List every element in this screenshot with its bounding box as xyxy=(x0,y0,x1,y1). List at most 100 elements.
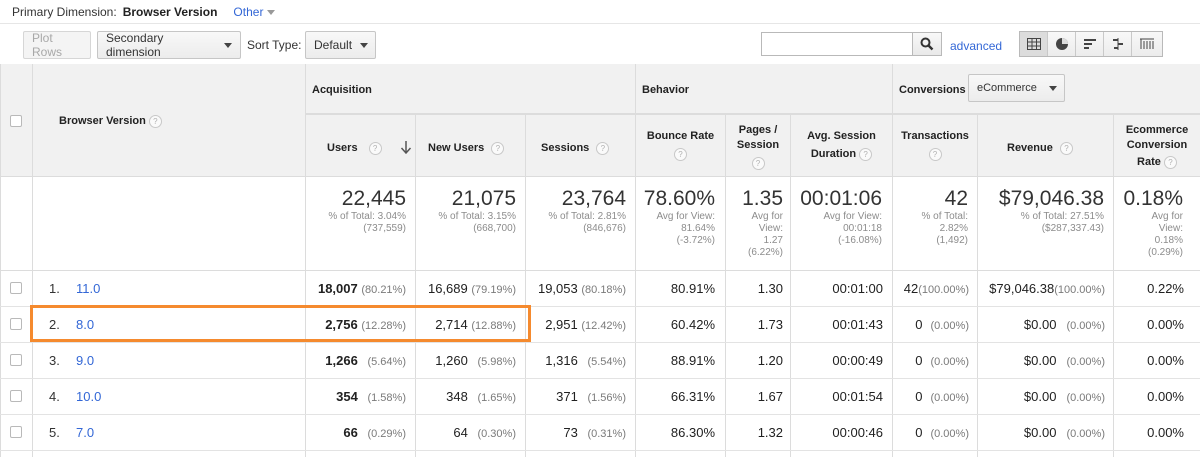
help-icon[interactable]: ? xyxy=(751,156,765,170)
pie-chart-icon xyxy=(1055,38,1068,50)
help-icon[interactable]: ? xyxy=(491,141,505,155)
pie-view-button[interactable] xyxy=(1048,32,1076,56)
table-divider xyxy=(1113,114,1114,457)
row-checkbox[interactable] xyxy=(10,282,22,294)
transactions-cell: 0 (0.00%) xyxy=(892,307,969,343)
sessions-column-header[interactable]: Sessions ? xyxy=(541,141,610,156)
sort-type-dropdown[interactable]: Default xyxy=(305,31,376,59)
ecommerce-conversion-rate-column-header[interactable]: Ecommerce Conversion Rate ? xyxy=(1114,123,1200,170)
sort-type-value: Default xyxy=(314,38,353,52)
chevron-down-icon xyxy=(224,42,232,48)
row-checkbox[interactable] xyxy=(10,390,22,402)
help-icon[interactable]: ? xyxy=(1059,141,1073,155)
row-checkbox[interactable] xyxy=(10,426,22,438)
sessions-value: 1,316 xyxy=(545,353,578,368)
users-value: 1,266 xyxy=(325,353,358,368)
users-pct: (80.21%) xyxy=(361,284,406,296)
summary-bounce-rate-avg: 81.64% xyxy=(681,223,715,234)
summary-ecr: 0.18% Avg for View: 0.18% (0.29%) xyxy=(1113,177,1183,259)
dimension-column-header[interactable]: Browser Version ? xyxy=(59,114,162,129)
browser-version-link[interactable]: 8.0 xyxy=(76,317,95,332)
comparison-view-button[interactable] xyxy=(1104,32,1132,56)
conversions-type-dropdown[interactable]: eCommerce xyxy=(968,74,1065,102)
primary-dimension-value[interactable]: Browser Version xyxy=(122,4,218,19)
table-row: 2. 8.0 2,756 (12.28%) 2,714 (12.88%) 2,9… xyxy=(0,307,1200,343)
sessions-pct: (1.56%) xyxy=(587,392,626,404)
advanced-filter-link[interactable]: advanced xyxy=(950,39,1003,53)
transactions-pct: (0.00%) xyxy=(930,356,969,368)
users-value: 354 xyxy=(336,389,358,404)
browser-version-link[interactable]: 11.0 xyxy=(76,281,101,296)
transactions-value: 0 xyxy=(915,425,923,440)
help-icon[interactable]: ? xyxy=(1163,155,1177,169)
plot-rows-button[interactable]: Plot Rows xyxy=(23,31,91,59)
help-icon[interactable]: ? xyxy=(596,141,610,155)
summary-pages-session-l2: View: xyxy=(758,223,783,234)
users-cell: 66 (0.29%) xyxy=(305,415,406,451)
browser-version-link[interactable]: 9.0 xyxy=(76,353,95,368)
ecr-label-line1: Ecommerce xyxy=(1125,124,1189,136)
chevron-down-icon xyxy=(1048,85,1057,91)
new-users-pct: (12.88%) xyxy=(471,320,516,332)
table-view-button[interactable] xyxy=(1020,32,1048,56)
select-all-checkbox[interactable] xyxy=(10,115,22,127)
new-users-value: 348 xyxy=(446,389,468,404)
users-value: 2,756 xyxy=(325,317,358,332)
table-row: 4. 10.0 354 (1.58%) 348 (1.65%) 371 (1.5… xyxy=(0,379,1200,415)
highlight-annotation-box xyxy=(30,305,531,342)
pages-session-cell: 1.67 xyxy=(757,389,783,404)
new-users-cell: 348 (1.65%) xyxy=(415,379,516,415)
row-checkbox[interactable] xyxy=(10,318,22,330)
search-icon xyxy=(920,37,934,51)
row-index: 1. xyxy=(49,281,60,296)
browser-version-link[interactable]: 10.0 xyxy=(76,389,102,404)
avg-session-duration-column-header[interactable]: Avg. Session Duration ? xyxy=(791,129,892,162)
comparison-icon xyxy=(1112,38,1123,50)
summary-pages-session-l1: Avg for xyxy=(751,211,784,222)
other-dimension-label: Other xyxy=(233,4,264,19)
summary-new-users-value: 21,075 xyxy=(451,187,516,210)
transactions-column-header[interactable]: Transactions? xyxy=(893,129,977,162)
new-users-column-header[interactable]: New Users ? xyxy=(428,141,505,156)
transactions-pct: (0.00%) xyxy=(930,392,969,404)
help-icon[interactable]: ? xyxy=(928,147,942,161)
users-pct: (12.28%) xyxy=(361,320,406,332)
help-icon[interactable]: ? xyxy=(674,147,687,161)
row-checkbox[interactable] xyxy=(10,354,22,366)
performance-view-button[interactable] xyxy=(1076,32,1104,56)
summary-avg-session: 00:01:06 Avg for View: 00:01:18 (-16.08%) xyxy=(790,177,882,247)
summary-sessions-total: (846,676) xyxy=(583,223,626,234)
summary-ecr-l1: Avg for xyxy=(1151,211,1184,222)
users-column-header[interactable]: Users ? xyxy=(327,141,412,156)
help-icon[interactable]: ? xyxy=(368,141,382,155)
summary-pages-session-delta: (6.22%) xyxy=(747,247,783,258)
summary-bounce-rate-avg-label: Avg for View: xyxy=(656,211,715,222)
summary-users-value: 22,445 xyxy=(341,187,406,210)
help-icon[interactable]: ? xyxy=(148,114,162,128)
users-cell: 1,266 (5.64%) xyxy=(305,343,406,379)
chevron-down-icon xyxy=(267,9,276,15)
users-pct: (1.58%) xyxy=(367,392,406,404)
summary-transactions: 42% of Total: 2.82% (1,492) xyxy=(892,177,968,247)
other-dimension-link[interactable]: Other xyxy=(233,4,276,19)
search-button[interactable] xyxy=(912,32,942,56)
bar-chart-icon xyxy=(1083,39,1096,49)
ecr-cell: 0.00% xyxy=(1147,389,1184,404)
browser-version-link[interactable]: 7.0 xyxy=(76,425,95,440)
pages-session-label-line1: Pages / xyxy=(738,124,778,136)
revenue-cell: $0.00 (0.00%) xyxy=(977,379,1105,415)
help-icon[interactable]: ? xyxy=(859,147,873,161)
revenue-column-header[interactable]: Revenue ? xyxy=(1007,141,1073,156)
summary-avg-session-delta: (-16.08%) xyxy=(838,235,882,246)
table-divider xyxy=(635,64,636,457)
pivot-view-button[interactable] xyxy=(1132,32,1162,56)
bounce-rate-column-header[interactable]: Bounce Rate? xyxy=(636,129,725,162)
data-table: Browser Version ? Acquisition Behavior C… xyxy=(0,64,1200,457)
users-pct: (5.64%) xyxy=(367,356,406,368)
pages-session-cell: 1.73 xyxy=(757,317,783,332)
new-users-pct: (79.19%) xyxy=(471,284,516,296)
table-search-input[interactable] xyxy=(761,32,913,56)
pages-session-column-header[interactable]: Pages / Session? xyxy=(726,123,790,171)
secondary-dimension-dropdown[interactable]: Secondary dimension xyxy=(97,31,241,59)
sessions-value: 2,951 xyxy=(545,317,578,332)
